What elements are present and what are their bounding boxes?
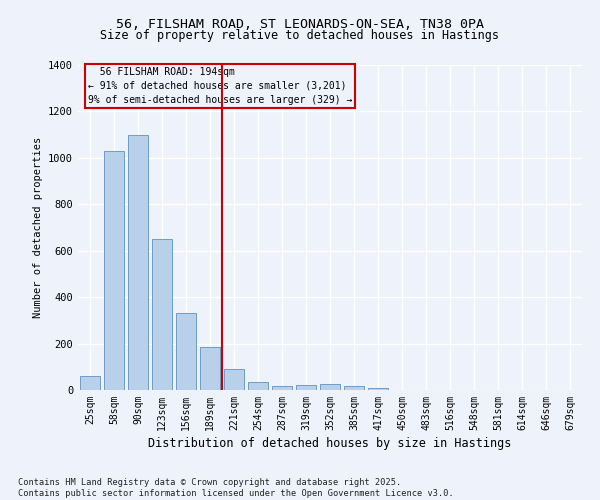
Text: 56, FILSHAM ROAD, ST LEONARDS-ON-SEA, TN38 0PA: 56, FILSHAM ROAD, ST LEONARDS-ON-SEA, TN… bbox=[116, 18, 484, 30]
Bar bbox=[80, 376, 100, 390]
Bar bbox=[320, 384, 340, 390]
Text: Contains HM Land Registry data © Crown copyright and database right 2025.
Contai: Contains HM Land Registry data © Crown c… bbox=[18, 478, 454, 498]
Text: Size of property relative to detached houses in Hastings: Size of property relative to detached ho… bbox=[101, 29, 499, 42]
Text: 56 FILSHAM ROAD: 194sqm  
← 91% of detached houses are smaller (3,201)
9% of sem: 56 FILSHAM ROAD: 194sqm ← 91% of detache… bbox=[88, 66, 352, 104]
Bar bbox=[104, 151, 124, 390]
Bar bbox=[200, 347, 220, 390]
Bar bbox=[368, 388, 388, 390]
Bar bbox=[224, 369, 244, 390]
X-axis label: Distribution of detached houses by size in Hastings: Distribution of detached houses by size … bbox=[148, 437, 512, 450]
Bar bbox=[152, 239, 172, 390]
Bar bbox=[296, 386, 316, 390]
Bar bbox=[344, 386, 364, 390]
Bar bbox=[128, 134, 148, 390]
Y-axis label: Number of detached properties: Number of detached properties bbox=[32, 137, 43, 318]
Bar bbox=[248, 382, 268, 390]
Bar bbox=[272, 386, 292, 390]
Bar bbox=[176, 314, 196, 390]
